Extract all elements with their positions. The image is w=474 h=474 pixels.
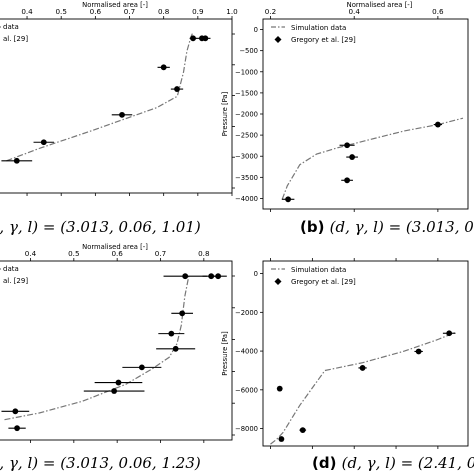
data-point [172,345,179,352]
y-tick-label: −500 [239,47,258,55]
data-point [190,35,196,42]
x-top-tick-label: 0.7 [155,249,166,258]
y-tick-label: −8000 [235,425,258,433]
legend-label-simulation: Simulation data [291,266,346,274]
panel-caption-d: (d) (d, γ, l) = (2.41, 0.06, 1. [312,454,474,472]
caption-equation: (d, γ, l) = (3.013, 0.06. [330,218,474,236]
legend-label-simulation: data [3,23,19,31]
panel-captions: ′, γ, l) = (3.013, 0.06, 1.01) (b) (d, γ,… [0,218,474,472]
panel-d: 0 −2000 −4000 −6000 −8000 Pressure [Pa] Simula… [221,258,469,449]
panel-caption-c: ′, γ, l) = (3.013, 0.06, 1.23) [0,454,201,472]
x-top-tick-label: 0.4 [348,7,360,16]
data-point [349,154,356,160]
data-point [160,64,167,71]
y-tick-label: 0 [254,270,258,278]
y-axis-label: Pressure [Pa] [221,91,229,136]
legend-label-simulation: data [3,265,19,273]
y-tick-label: −1500 [235,89,258,97]
data-point [434,121,441,128]
x-top-tick-label: 0.8 [198,249,210,258]
panel-c: 0.4 0.5 0.6 0.7 0.8 Normalised area [-] data al… [0,243,235,443]
simulation-line [281,117,464,200]
data-point [182,273,189,280]
data-point [40,139,47,146]
data-point [115,379,122,386]
caption-label: (b) [300,218,330,236]
x-top-tick-label: 0.8 [158,7,170,16]
x-axis-label: Normalised area [-] [347,1,413,9]
x-top-tick-label: 0.4 [25,249,37,258]
data-point [13,157,20,164]
data-point [119,111,125,118]
data-point [12,408,19,415]
y-axis-label: Pressure [Pa] [221,331,229,376]
data-point [446,330,453,337]
panel-b: 0.2 0.4 0.6 Normalised area [-] 0 −500 −1000 −1… [221,1,469,212]
legend-label-simulation: Simulation data [291,24,346,32]
simulation-line [270,332,455,445]
legend-marker-diamond [274,36,282,43]
panel-caption-a: ′, γ, l) = (3.013, 0.06, 1.01) [0,218,201,236]
data-point [179,310,186,317]
y-tick-label: 0 [254,26,258,34]
data-point [344,177,350,184]
legend-label-gregory: al. [29] [3,35,28,43]
simulation-line [4,274,190,421]
data-point [415,348,422,355]
x-top-tick-label: 0.6 [111,249,123,258]
caption-equation: ′, γ, l) = (3.013, 0.06, 1.01) [0,218,201,236]
data-point [14,425,20,432]
panel-a: 0.4 0.5 0.6 0.7 0.8 0.9 1.0 Normalised area [-]… [0,1,238,196]
x-top-tick-label: 0.2 [265,7,276,16]
y-tick-label: −2000 [235,309,258,317]
caption-equation: (d, γ, l) = (2.41, 0.06, 1. [342,454,474,472]
x-axis-label: Normalised area [-] [82,1,148,9]
y-tick-label: −3500 [235,174,258,182]
x-top-tick-label: 0.7 [124,7,135,16]
axes-frame [0,18,233,194]
y-tick-label: −1000 [235,68,258,76]
data-point [278,436,285,442]
y-tick-label: −2500 [235,132,258,140]
data-point [174,86,180,92]
data-point [215,273,222,280]
data-point [299,427,306,434]
y-tick-label: −6000 [235,386,258,394]
data-point [138,364,145,371]
x-top-tick-label: 0.5 [55,7,66,16]
panel-caption-b: (b) (d, γ, l) = (3.013, 0.06. [300,218,474,236]
data-point [344,142,350,149]
legend-label-gregory: Gregory et al. [29] [291,278,356,286]
x-top-tick-label: 0.9 [192,7,204,16]
x-top-tick-label: 0.6 [90,7,102,16]
legend-label-gregory: al. [29] [3,277,28,285]
axes-frame [262,260,469,447]
data-point [276,385,283,392]
y-tick-label: −4000 [235,195,258,203]
x-top-tick-label: 0.6 [432,7,444,16]
y-tick-label: −3000 [235,153,258,161]
y-tick-label: −2000 [235,111,258,119]
data-point [285,196,292,203]
data-point [202,35,209,42]
data-point [168,330,175,337]
x-axis-label: Normalised area [-] [82,243,148,251]
x-top-tick-label: 1.0 [226,7,238,16]
x-top-tick-label: 0.5 [68,249,79,258]
caption-equation: ′, γ, l) = (3.013, 0.06, 1.23) [0,454,201,472]
axes-frame [262,18,469,210]
y-tick-label: −4000 [235,348,258,356]
legend-marker-diamond [274,278,282,285]
x-top-tick-label: 0.4 [21,7,33,16]
axes-frame [0,260,233,441]
data-point [111,388,118,394]
caption-label: (d) [312,454,342,472]
legend-label-gregory: Gregory et al. [29] [291,36,356,44]
data-point [359,365,366,371]
simulation-line [6,31,194,162]
